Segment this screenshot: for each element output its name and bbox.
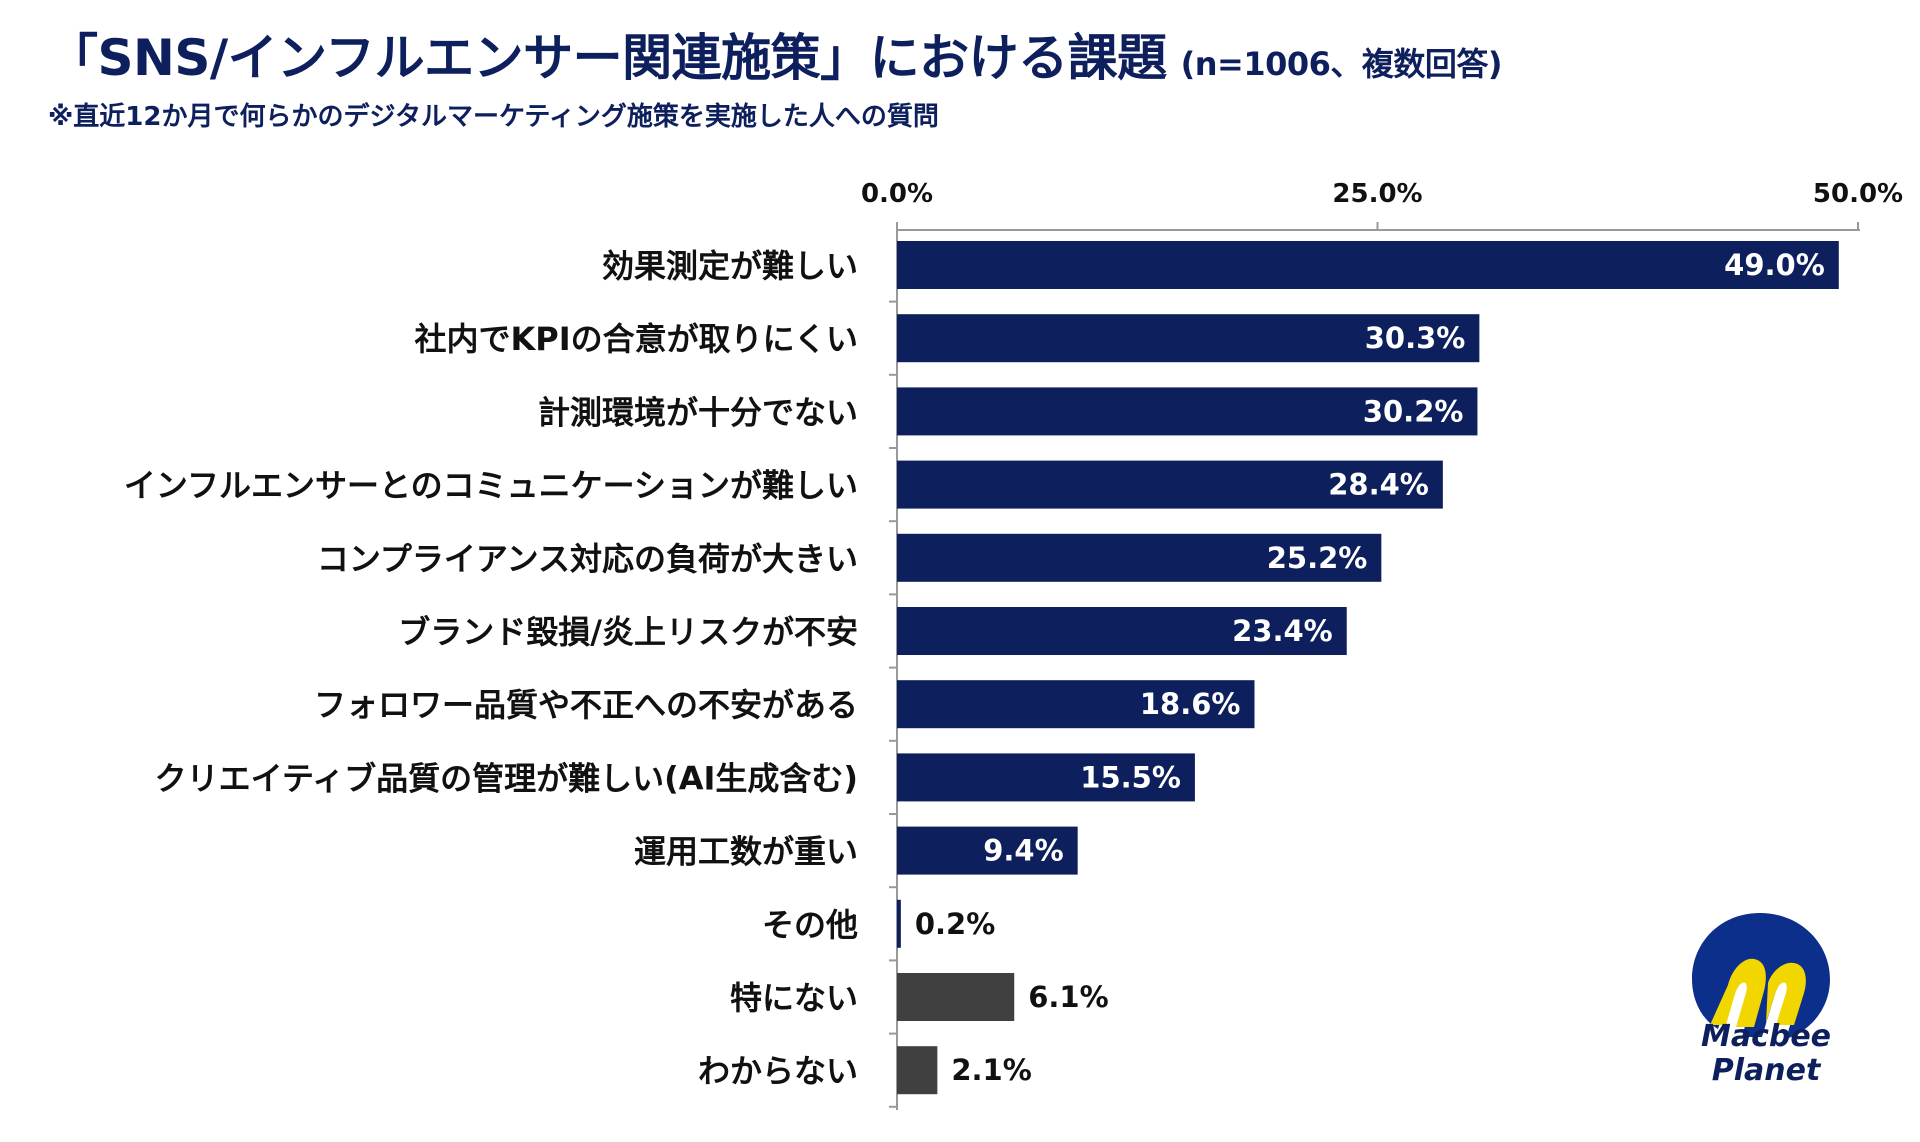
title-main: 「SNS/インフルエンサー関連施策」における課題 (48, 29, 1167, 87)
category-label: インフルエンサーとのコミュニケーションが難しい (124, 467, 858, 505)
chart-title: 「SNS/インフルエンサー関連施策」における課題 (n=1006、複数回答) (48, 18, 1503, 90)
value-label: 18.6% (1140, 687, 1241, 721)
value-label: 23.4% (1232, 614, 1333, 648)
category-label: クリエイティブ品質の管理が難しい(AI生成含む) (155, 759, 858, 797)
bar (897, 973, 1015, 1021)
bar (897, 314, 1480, 363)
value-label: 30.3% (1365, 321, 1466, 355)
value-label: 2.1% (951, 1053, 1031, 1087)
value-label: 15.5% (1080, 760, 1181, 794)
value-label: 28.4% (1328, 468, 1429, 502)
bar (897, 241, 1839, 289)
title-sample-note: (n=1006、複数回答) (1180, 45, 1503, 83)
bar (897, 460, 1443, 509)
bar (897, 899, 901, 948)
bar (897, 826, 1078, 875)
chart-subtitle: ※直近12か月で何らかのデジタルマーケティング施策を実施した人への質問 (48, 102, 939, 132)
bar (897, 387, 1478, 436)
value-label: 49.0% (1724, 248, 1825, 282)
bar (897, 1046, 938, 1095)
bar (897, 753, 1195, 802)
x-tick-label: 0.0% (861, 179, 933, 209)
category-label: 社内でKPIの合意が取りにくい (414, 320, 858, 358)
category-label: ブランド毀損/炎上リスクが不安 (398, 613, 858, 651)
value-label: 9.4% (983, 834, 1063, 868)
x-tick-label: 25.0% (1332, 179, 1422, 209)
value-label: 6.1% (1028, 980, 1108, 1014)
bar (897, 533, 1382, 582)
bar (897, 607, 1347, 655)
category-label: フォロワー品質や不正への不安がある (314, 686, 858, 724)
macbee-planet-logo-icon (1692, 913, 1830, 1039)
value-label: 0.2% (915, 907, 995, 941)
value-label: 30.2% (1363, 394, 1464, 428)
category-label: 特にない (730, 979, 858, 1017)
category-label: 計測環境が十分でない (538, 393, 858, 431)
category-label: わからない (698, 1052, 858, 1090)
category-label: その他 (762, 906, 858, 944)
category-label: 効果測定が難しい (602, 247, 858, 285)
value-label: 25.2% (1267, 541, 1368, 575)
logo-line1: Macbee (1700, 1019, 1832, 1054)
bar (897, 680, 1255, 729)
category-label: コンプライアンス対応の負荷が大きい (317, 540, 858, 578)
logo-line2: Planet (1711, 1053, 1821, 1088)
x-tick-label: 50.0% (1813, 179, 1903, 209)
logo-wordmark: Macbee Planet (1686, 1020, 1846, 1088)
category-label: 運用工数が重い (634, 833, 858, 871)
